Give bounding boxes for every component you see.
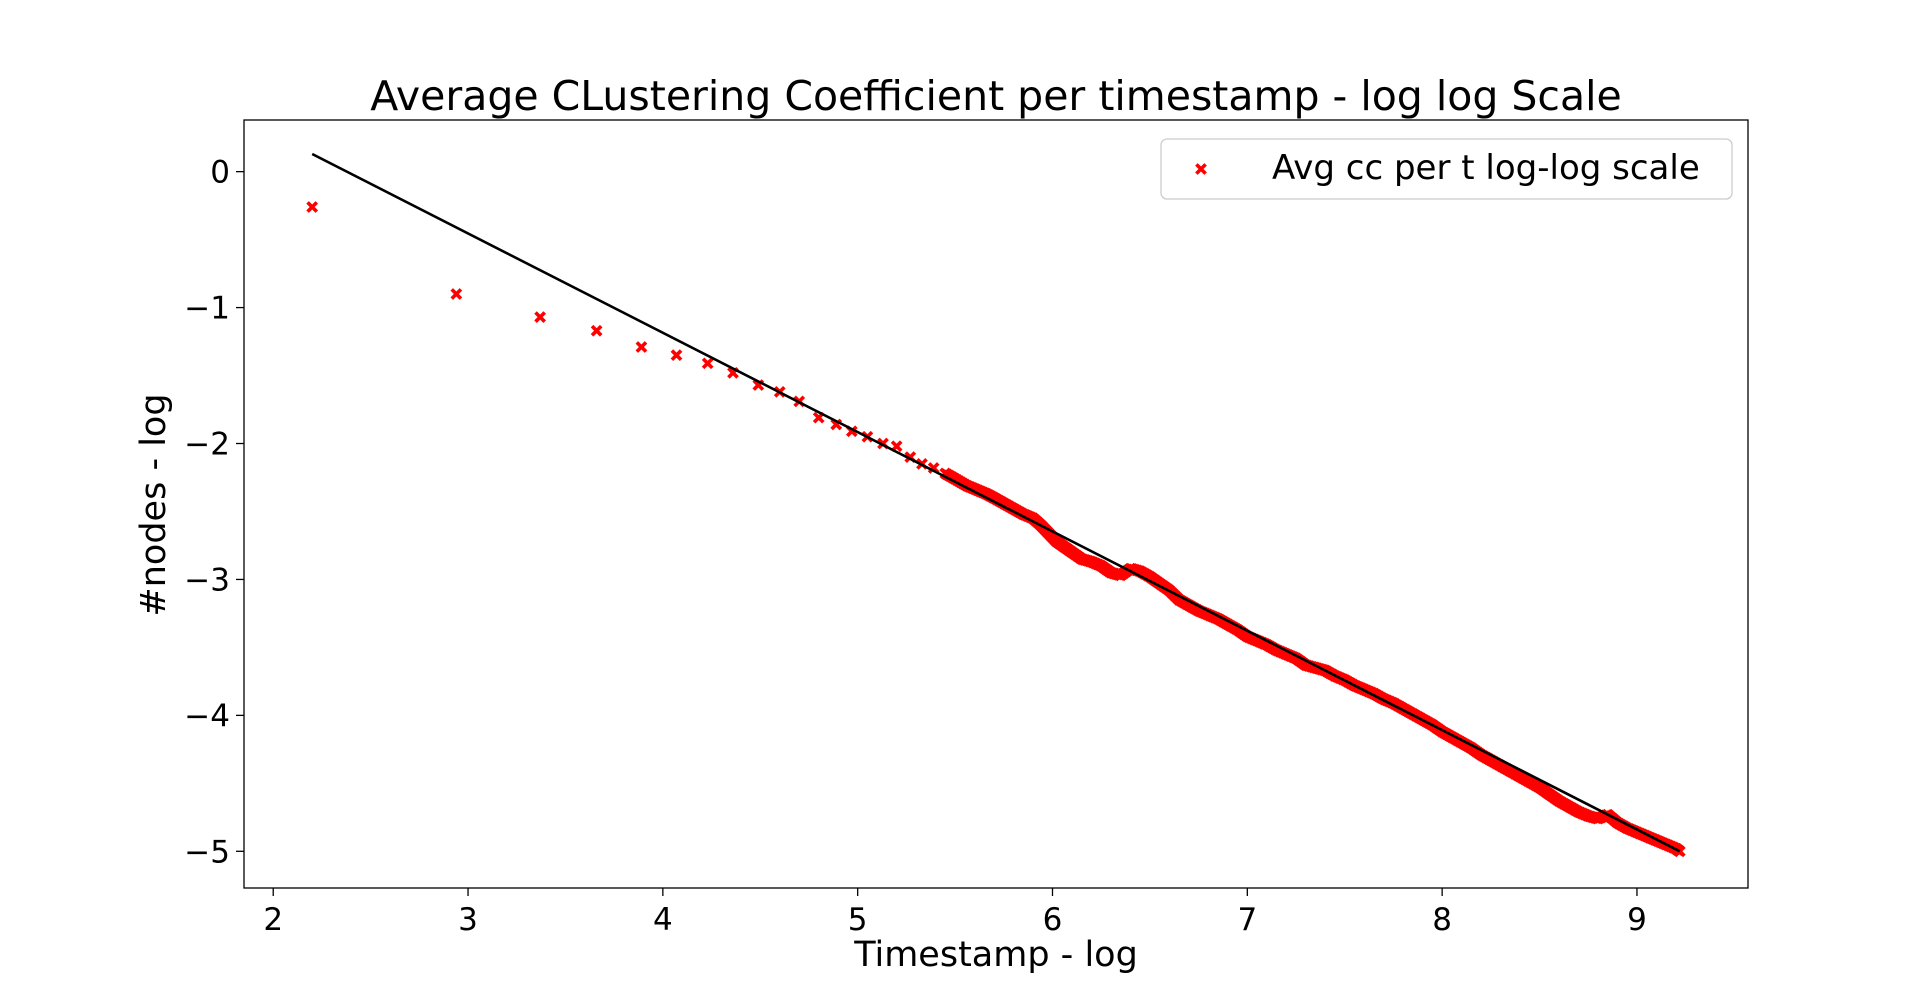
scatter-point [1533, 781, 1546, 794]
scatter-point [1562, 800, 1575, 813]
y-axis-title: #nodes - log [134, 393, 174, 616]
legend: Avg cc per t log-log scale [1160, 138, 1733, 200]
scatter-point [1465, 742, 1478, 754]
scatter-point [1523, 776, 1536, 788]
x-tick-label: 6 [1043, 902, 1063, 938]
scatter-point [1553, 795, 1565, 807]
x-tick-label: 2 [263, 902, 283, 938]
scatter-point [306, 201, 319, 213]
scatter-point [450, 288, 463, 300]
plot-frame [243, 119, 1749, 889]
y-tick-label: −3 [184, 562, 230, 598]
y-tick-label: −1 [184, 291, 230, 327]
fit-line [311, 152, 1681, 853]
scatter-point [1114, 569, 1127, 582]
axis-ticks: 2 3 4 5 6 7 8 9 0 −1 −2 −3 −4 −5 [184, 155, 1647, 938]
scatter-point [1592, 812, 1604, 825]
scatter-point [1504, 765, 1517, 777]
x-tick-label: 5 [848, 902, 868, 938]
x-tick-label: 4 [653, 902, 673, 938]
scatter-point [701, 357, 714, 370]
legend-box [1160, 138, 1733, 200]
y-tick-label: 0 [210, 155, 230, 191]
scatter-point [1075, 553, 1088, 565]
scatter-point [534, 311, 546, 323]
scatter-point [1572, 806, 1585, 818]
scatter-point [1582, 810, 1595, 822]
y-tick-label: −4 [184, 698, 230, 734]
scatter-point [1066, 546, 1078, 559]
legend-label: Avg cc per t log-log scale [1272, 148, 1700, 188]
legend-marker [1195, 163, 1207, 175]
scatter-point [1085, 555, 1098, 568]
x-tick-label: 9 [1627, 902, 1647, 938]
legend-marker-icon [1195, 163, 1207, 175]
scatter-series [306, 201, 1686, 858]
scatter-point [635, 341, 648, 353]
x-tick-label: 3 [458, 902, 478, 938]
scatter-point [1514, 770, 1526, 783]
scatter-point [590, 324, 603, 337]
x-tick-label: 8 [1432, 902, 1452, 938]
chart-title: Average CLustering Coefficient per times… [370, 72, 1621, 120]
scatter-point [1095, 559, 1108, 572]
x-axis-title: Timestamp - log [853, 935, 1138, 975]
scatter-point [1212, 612, 1224, 625]
scatter-point [970, 483, 983, 496]
y-tick-label: −2 [184, 427, 230, 463]
chart-marks [306, 152, 1686, 858]
x-tick-label: 7 [1237, 902, 1257, 938]
scatter-point [1543, 788, 1556, 801]
scatter-point [670, 349, 683, 362]
y-tick-label: −5 [184, 834, 230, 870]
scatter-point [1105, 566, 1117, 579]
